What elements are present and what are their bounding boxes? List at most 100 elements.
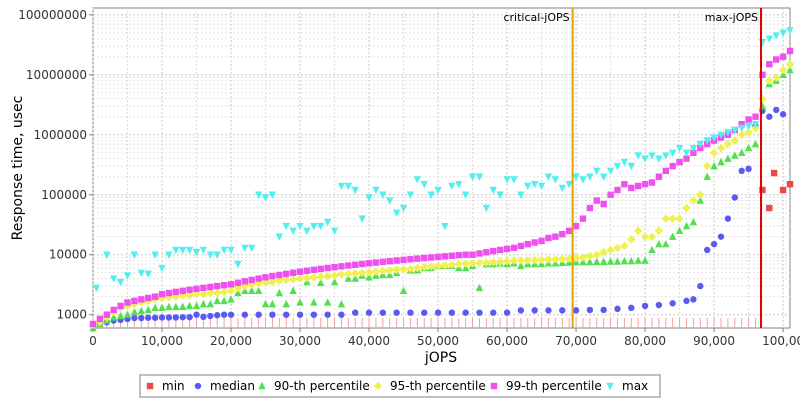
series-median xyxy=(96,106,787,328)
legend-box xyxy=(139,374,661,398)
data-point xyxy=(455,252,462,259)
data-point xyxy=(241,286,249,295)
data-point xyxy=(502,256,512,266)
data-point xyxy=(392,265,401,275)
data-point xyxy=(461,191,470,199)
data-point xyxy=(641,302,649,310)
data-point xyxy=(248,286,256,295)
data-point xyxy=(254,286,263,295)
data-point xyxy=(585,251,595,261)
data-point xyxy=(475,283,484,292)
legend-swatch xyxy=(606,382,614,391)
data-point xyxy=(269,311,276,318)
data-point xyxy=(544,255,553,264)
data-point xyxy=(421,309,428,316)
data-point xyxy=(682,149,691,158)
data-point xyxy=(207,312,214,320)
data-point xyxy=(151,303,159,312)
data-point xyxy=(282,222,290,231)
data-point xyxy=(400,256,407,264)
data-point xyxy=(565,180,573,189)
data-point xyxy=(310,222,318,231)
data-point xyxy=(130,308,139,316)
data-point xyxy=(165,289,173,297)
data-point xyxy=(489,186,497,195)
data-point xyxy=(765,76,774,85)
data-point xyxy=(185,301,194,310)
data-point xyxy=(628,184,635,192)
data-point xyxy=(234,260,242,269)
data-point xyxy=(365,309,373,316)
data-point xyxy=(172,288,180,296)
data-point xyxy=(337,299,346,308)
data-point xyxy=(779,186,787,194)
x-tick-label: 70,000 xyxy=(555,334,597,348)
data-point xyxy=(338,263,345,270)
data-point xyxy=(399,204,408,213)
data-point xyxy=(778,65,788,75)
data-point xyxy=(655,301,663,309)
data-point xyxy=(586,173,594,181)
data-point xyxy=(717,233,725,240)
data-point xyxy=(648,179,656,186)
x-tick-label: 30,000 xyxy=(279,334,321,348)
data-point xyxy=(158,264,166,273)
data-point xyxy=(234,279,242,287)
data-point xyxy=(206,288,215,298)
data-point xyxy=(697,282,704,290)
data-point xyxy=(393,309,400,316)
data-point xyxy=(392,209,401,218)
data-point xyxy=(786,47,794,55)
data-point xyxy=(551,255,560,264)
data-point xyxy=(509,256,519,265)
data-point xyxy=(578,253,588,262)
data-point xyxy=(633,226,643,236)
data-point xyxy=(261,299,270,308)
data-point xyxy=(179,313,186,321)
data-point xyxy=(647,232,657,241)
data-point xyxy=(289,286,297,295)
data-point xyxy=(427,191,435,199)
y-tick-label: 1000 xyxy=(56,308,87,322)
legend-label: 90-th percentile xyxy=(274,379,370,393)
data-point xyxy=(655,155,663,163)
data-point xyxy=(351,186,359,195)
data-point xyxy=(268,299,277,308)
data-point xyxy=(607,191,614,198)
legend-item: min xyxy=(146,379,185,393)
data-point xyxy=(110,306,117,314)
data-point xyxy=(193,285,200,293)
data-point xyxy=(690,149,697,157)
data-point xyxy=(158,314,166,321)
data-point xyxy=(476,309,483,316)
data-point xyxy=(779,29,787,38)
marker-label: max-jOPS xyxy=(705,11,758,24)
data-point xyxy=(261,194,270,202)
data-point xyxy=(696,190,705,199)
data-point xyxy=(420,180,428,189)
data-point xyxy=(634,182,642,190)
data-point xyxy=(723,139,733,149)
data-point xyxy=(786,27,794,35)
data-point xyxy=(703,137,711,145)
data-point xyxy=(628,304,635,312)
data-point xyxy=(786,65,794,74)
data-point xyxy=(386,257,393,265)
data-point xyxy=(406,264,415,274)
data-point xyxy=(421,254,428,262)
data-point xyxy=(365,260,373,267)
legend-item: 99-th percentile xyxy=(490,379,602,393)
data-point xyxy=(268,191,277,199)
y-tick-label: 1000000 xyxy=(34,128,87,142)
data-point xyxy=(634,152,642,160)
data-point xyxy=(517,307,525,314)
data-point xyxy=(758,94,767,103)
data-point xyxy=(683,297,690,305)
data-point xyxy=(227,281,235,288)
data-point xyxy=(606,257,615,265)
legend-label: 99-th percentile xyxy=(506,379,602,393)
data-point xyxy=(510,244,518,252)
legend-item: median xyxy=(194,379,255,393)
data-point xyxy=(364,268,374,277)
data-point xyxy=(662,167,669,175)
